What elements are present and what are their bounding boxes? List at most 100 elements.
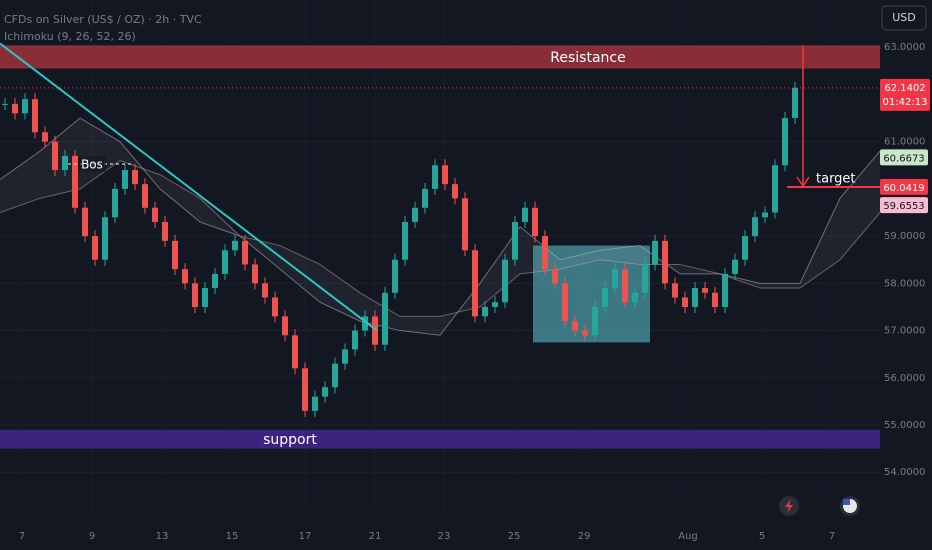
candle <box>72 155 78 208</box>
bos-bg <box>78 156 106 172</box>
candle <box>52 141 58 170</box>
candle <box>562 283 568 322</box>
candle <box>712 292 718 307</box>
zone <box>0 429 880 449</box>
candle <box>382 292 388 345</box>
candle <box>192 283 198 307</box>
candle <box>702 288 708 293</box>
candle <box>302 368 308 411</box>
candle <box>102 217 108 260</box>
candle <box>202 288 208 307</box>
x-tick-label: 15 <box>226 531 239 542</box>
countdown: 01:42:13 <box>883 97 928 108</box>
flag-canton <box>843 499 850 505</box>
candle <box>312 396 318 411</box>
candle <box>212 273 218 289</box>
price-badge-label: 60.6673 <box>883 153 924 164</box>
zone <box>0 45 880 69</box>
candle <box>132 170 138 185</box>
zone-label: Resistance <box>550 50 625 66</box>
last-price: 62.1402 <box>884 83 925 94</box>
cloud-fill <box>0 118 880 336</box>
candle <box>792 87 798 119</box>
candle <box>612 269 618 289</box>
candle <box>622 269 628 303</box>
currency-button[interactable] <box>881 5 927 31</box>
candle <box>172 240 178 270</box>
candle <box>732 259 738 274</box>
candle <box>742 236 748 260</box>
x-tick-label: 5 <box>759 531 765 542</box>
candle <box>462 198 468 251</box>
candle <box>472 250 478 317</box>
candle <box>502 259 508 303</box>
candle <box>642 264 648 293</box>
candle <box>32 99 38 133</box>
candle <box>452 184 458 199</box>
candle <box>152 207 158 222</box>
price-badge-label: 59.6553 <box>883 201 924 212</box>
candle <box>412 207 418 222</box>
candle <box>512 221 518 260</box>
candle <box>282 316 288 336</box>
candle <box>142 184 148 208</box>
y-tick-label: 61.0000 <box>884 137 925 148</box>
candle <box>242 240 248 265</box>
candle <box>432 165 438 189</box>
cloud-span-b <box>0 159 881 317</box>
candle <box>542 236 548 270</box>
x-tick-label: 21 <box>369 531 382 542</box>
candle <box>292 335 298 369</box>
x-tick-label: 9 <box>89 531 95 542</box>
y-tick-label: 59.0000 <box>884 231 925 242</box>
candle <box>692 288 698 307</box>
candle <box>552 269 558 284</box>
x-tick-label: 13 <box>156 531 169 542</box>
price-badge <box>880 197 928 214</box>
candle <box>722 273 728 307</box>
y-tick-label: 54.0000 <box>884 467 925 478</box>
candle <box>362 316 368 331</box>
candle <box>352 330 358 350</box>
candle <box>652 240 658 265</box>
candle <box>272 297 278 317</box>
price-badge-label: 60.0419 <box>883 183 924 194</box>
candle <box>372 316 378 345</box>
candle <box>92 236 98 260</box>
candle <box>632 292 638 303</box>
indicator-title: Ichimoku (9, 26, 52, 26) <box>4 30 136 43</box>
target-label: target <box>816 172 856 187</box>
x-tick-label: 17 <box>299 531 312 542</box>
x-tick-label: 7 <box>829 531 835 542</box>
candle <box>682 297 688 307</box>
candle <box>22 99 28 114</box>
candle <box>42 132 48 142</box>
x-tick-label: Aug <box>678 531 698 542</box>
candle <box>12 103 18 114</box>
candle <box>332 363 338 388</box>
candle <box>232 240 238 251</box>
bos-label: Bos <box>81 158 103 172</box>
candle <box>482 306 488 317</box>
y-tick-label: 58.0000 <box>884 278 925 289</box>
candle <box>392 259 398 293</box>
candle <box>112 188 118 218</box>
x-tick-label: 23 <box>438 531 451 542</box>
zone-label: support <box>263 432 317 448</box>
candle <box>522 207 528 222</box>
candle <box>2 103 8 105</box>
candle <box>762 212 768 218</box>
candle <box>222 250 228 274</box>
currency[interactable]: USD <box>892 11 916 24</box>
y-tick-label: 55.0000 <box>884 420 925 431</box>
y-tick-label: 57.0000 <box>884 326 925 337</box>
alert-glyph <box>785 499 793 513</box>
x-tick-label: 7 <box>19 531 25 542</box>
candle <box>162 221 168 241</box>
candle <box>82 207 88 237</box>
candle <box>422 188 428 208</box>
candle <box>752 217 758 237</box>
x-tick-label: 25 <box>508 531 521 542</box>
candle <box>772 165 778 213</box>
